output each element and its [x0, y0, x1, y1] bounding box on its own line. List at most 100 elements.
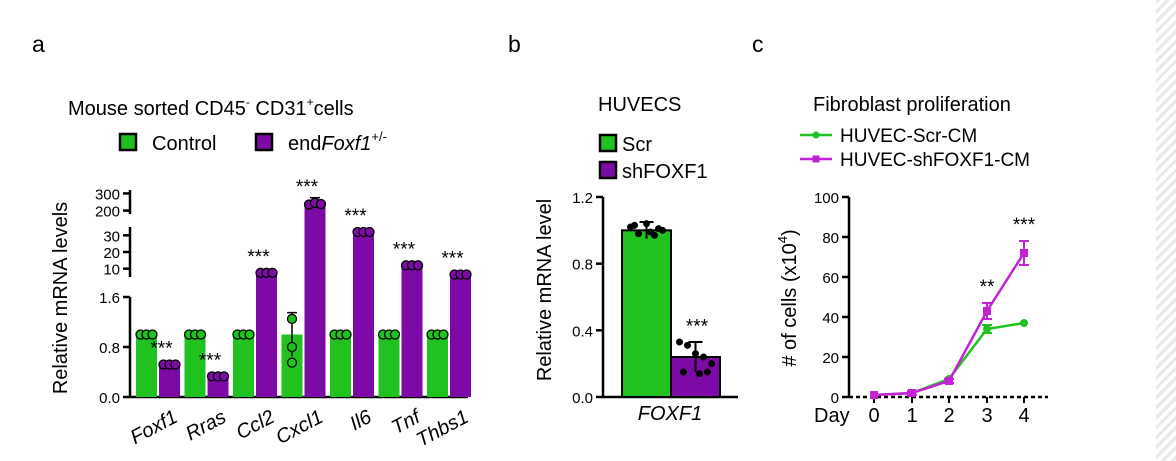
- panel-c-ylabel: # of cells (x104): [775, 229, 801, 366]
- y-tick-label: 10: [103, 262, 120, 279]
- x-category-label: Cxcl1: [272, 406, 326, 449]
- data-point-shfoxf1: [684, 341, 691, 349]
- data-point-control: [286, 313, 298, 325]
- x-category-label: Ccl2: [233, 406, 279, 444]
- data-point-huvec-scr: [983, 325, 991, 333]
- panel-b-title: HUVECS: [598, 94, 681, 116]
- significance-label: ***: [199, 350, 222, 371]
- data-point-huvec-shfoxf1: [983, 307, 991, 315]
- bar-control: [427, 334, 448, 397]
- significance-label: ***: [296, 177, 319, 198]
- panel-c-letter: c: [752, 31, 764, 57]
- data-point-control: [389, 329, 401, 340]
- panel-b-ylabel: Relative mRNA level: [534, 199, 556, 381]
- x-tick-label: 2: [943, 405, 954, 427]
- panel-a-letter: a: [32, 31, 45, 57]
- legend-label-shfoxf1: shFOXF1: [622, 161, 708, 183]
- x-tick-label: 0: [868, 405, 879, 427]
- bar-control: [233, 334, 254, 397]
- significance-label: ***: [1013, 215, 1036, 236]
- y-tick-label: 300: [95, 186, 120, 203]
- legend-label-control: Control: [152, 133, 216, 155]
- data-point-control: [244, 329, 255, 340]
- x-category-label: Thbs1: [413, 406, 472, 452]
- data-point-scr: [647, 228, 654, 236]
- data-point-control: [438, 329, 449, 340]
- bar-endfoxf1: [450, 274, 471, 397]
- data-point-control: [341, 329, 352, 340]
- y-tick-label: 30: [103, 228, 120, 245]
- legend-swatch-endfoxf1: [254, 132, 274, 152]
- legend-marker-scr: [812, 131, 820, 139]
- data-point-scr: [655, 225, 662, 233]
- data-point-scr: [631, 221, 638, 229]
- panel-a-title: Mouse sorted CD45- CD31+cells: [68, 95, 354, 120]
- significance-label: ***: [441, 249, 464, 270]
- data-point-endfoxf1: [267, 267, 278, 278]
- x-tick-label: 1: [906, 405, 917, 427]
- data-point-control: [286, 341, 298, 353]
- significance-label: ***: [344, 206, 367, 227]
- y-tick-label: 1.2: [572, 190, 593, 207]
- y-tick-label: 0.0: [99, 390, 120, 407]
- panel-c-title: Fibroblast proliferation: [813, 94, 1011, 116]
- significance-label: **: [980, 277, 995, 298]
- data-point-scr: [635, 230, 642, 238]
- x-tick-label: 4: [1018, 405, 1029, 427]
- data-point-huvec-shfoxf1: [1020, 249, 1028, 257]
- y-tick-label: 80: [822, 230, 839, 247]
- panel-a-ylabel: Relative mRNA levels: [50, 202, 72, 394]
- data-point-huvec-shfoxf1: [945, 377, 953, 385]
- legend-marker-shfoxf1: [812, 155, 820, 163]
- data-point-control: [147, 329, 158, 340]
- panel-b-legend: Scr shFOXF1: [598, 133, 708, 183]
- panel-a: a Mouse sorted CD45- CD31+cells Control …: [32, 31, 472, 452]
- significance-label: ***: [247, 247, 270, 268]
- y-tick-label: 40: [822, 310, 839, 327]
- legend-label-huvec-shfoxf1: HUVEC-shFOXF1-CM: [840, 150, 1030, 171]
- data-point-shfoxf1: [708, 360, 715, 368]
- x-category-label: Foxf1: [127, 406, 182, 449]
- significance-label: ***: [393, 239, 416, 260]
- x-category-label: FOXF1: [638, 403, 702, 425]
- legend-label-scr: Scr: [622, 134, 652, 156]
- significance-label: ***: [686, 317, 709, 338]
- data-point-endfoxf1: [218, 371, 230, 382]
- panel-b: b HUVECS Scr shFOXF1 Relative mRNA level…: [508, 31, 738, 425]
- panel-c-legend: HUVEC-Scr-CM HUVEC-shFOXF1-CM: [800, 126, 1030, 171]
- bar-control: [330, 334, 351, 397]
- bar-endfoxf1: [401, 265, 423, 397]
- bar-control: [136, 334, 157, 397]
- y-tick-label: 0.0: [572, 390, 593, 407]
- data-point-shfoxf1: [704, 368, 711, 376]
- x-tick-label: 3: [981, 405, 992, 427]
- data-point-endfoxf1: [412, 260, 424, 271]
- series-line-huvec-shfoxf1: [873, 252, 1026, 397]
- y-tick-label: 20: [822, 350, 839, 367]
- data-point-huvec-shfoxf1: [870, 391, 878, 399]
- data-point-shfoxf1: [692, 350, 699, 358]
- y-tick-label: 0.8: [99, 340, 120, 357]
- panel-b-letter: b: [508, 31, 521, 57]
- panel-a-legend: Control endFoxf1+/-: [118, 129, 387, 155]
- data-point-huvec-shfoxf1: [908, 389, 916, 397]
- legend-label-endfoxf1: endFoxf1+/-: [288, 129, 387, 155]
- data-point-control: [195, 329, 207, 340]
- y-tick-label: 1.6: [99, 290, 120, 307]
- bar-endfoxf1: [353, 232, 374, 397]
- legend-swatch-control: [118, 132, 138, 152]
- data-point-endfoxf1: [170, 359, 181, 370]
- data-point-control: [286, 357, 298, 368]
- y-tick-label: 200: [95, 204, 120, 221]
- significance-label: ***: [150, 339, 173, 360]
- y-tick-label: 60: [822, 270, 839, 287]
- data-point-shfoxf1: [676, 338, 683, 346]
- bar-scr: [621, 229, 672, 398]
- x-category-label: Rras: [182, 406, 230, 445]
- bar-control: [184, 334, 206, 397]
- legend-swatch-scr: [598, 133, 618, 153]
- data-point-scr: [643, 220, 650, 228]
- bar-endfoxf1: [159, 364, 180, 397]
- y-tick-label: 100: [814, 190, 839, 207]
